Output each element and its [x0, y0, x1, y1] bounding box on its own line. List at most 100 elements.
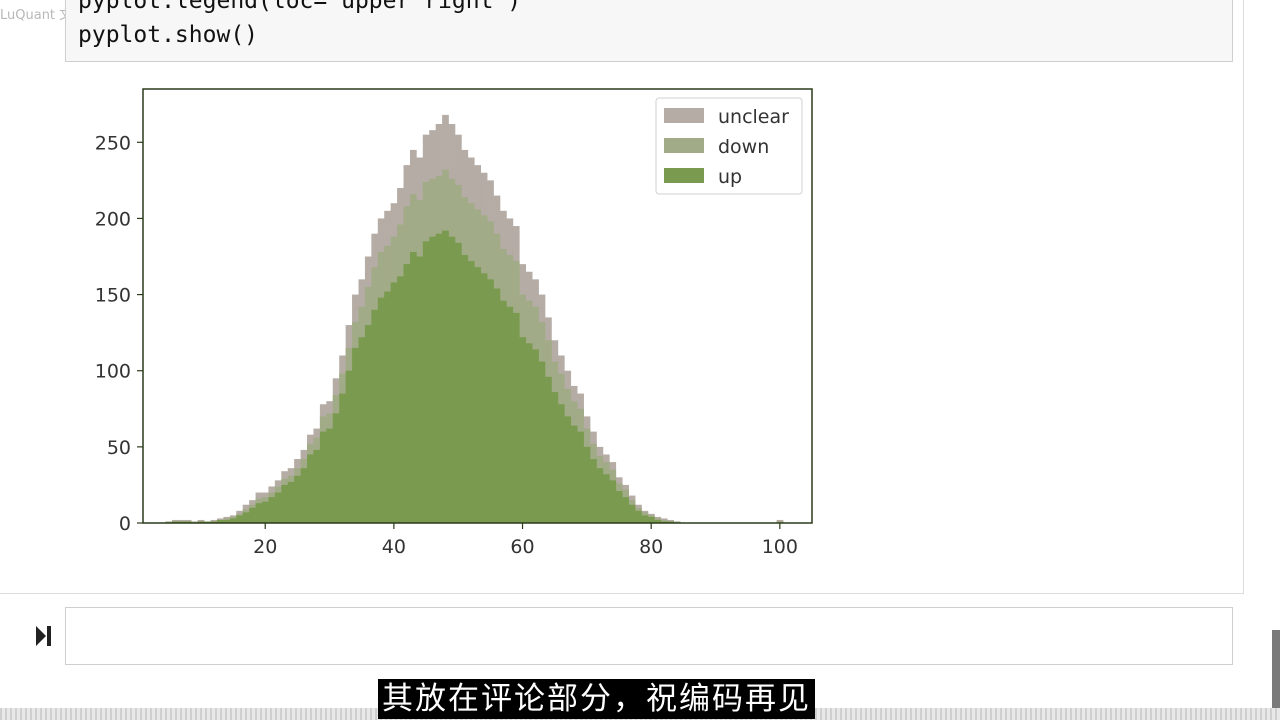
- bar-up: [635, 510, 642, 523]
- bar-up: [487, 279, 494, 523]
- bar-up: [570, 425, 578, 523]
- x-tick-label: 80: [639, 536, 663, 558]
- bar-up: [602, 474, 610, 523]
- plot-frame: [142, 88, 813, 524]
- bar-up: [332, 413, 340, 523]
- bar-up: [660, 521, 668, 523]
- bar-up: [532, 349, 539, 523]
- bar-up: [358, 337, 366, 523]
- bar-up: [506, 306, 514, 523]
- code-line-legend: pyplot.legend(loc='upper right'): [78, 0, 522, 14]
- bar-up: [409, 251, 417, 523]
- legend-label-up: up: [718, 166, 742, 188]
- bar-up: [500, 300, 507, 523]
- bar-up: [429, 236, 436, 523]
- bar-up: [294, 475, 301, 523]
- legend-swatch-down: [664, 138, 704, 153]
- bar-down: [776, 521, 784, 523]
- bar-up: [474, 267, 482, 523]
- bar-unclear: [197, 519, 205, 523]
- bar-up: [345, 370, 353, 523]
- bar-up: [371, 309, 379, 523]
- bar-up: [519, 337, 527, 523]
- bar-down: [673, 521, 681, 523]
- notebook-frame: pyplot.legend(loc='upper right') pyplot.…: [0, 0, 1244, 594]
- empty-code-cell[interactable]: [65, 607, 1233, 665]
- x-tick-label: 100: [762, 536, 798, 558]
- bar-up: [493, 288, 501, 523]
- bar-unclear: [667, 519, 674, 523]
- bar-up: [545, 376, 552, 523]
- bar-up: [454, 242, 462, 524]
- bar-up: [596, 468, 604, 523]
- bar-up: [242, 512, 250, 523]
- subtitle-caption: 其放在评论部分，祝编码再见: [378, 679, 815, 719]
- bar-down: [165, 521, 173, 523]
- bar-up: [300, 468, 308, 523]
- bar-down: [191, 521, 198, 523]
- bar-up: [339, 393, 346, 523]
- bar-up: [435, 233, 443, 524]
- bar-up: [557, 404, 565, 523]
- run-cell-icon[interactable]: [34, 624, 54, 648]
- bar-up: [319, 431, 327, 523]
- bar-up: [667, 521, 674, 523]
- bar-up: [461, 254, 469, 524]
- bar-up: [307, 454, 314, 523]
- bar-up: [274, 492, 282, 523]
- bar-up: [352, 347, 359, 523]
- y-tick-label: 50: [107, 437, 131, 459]
- bar-up: [577, 431, 584, 523]
- bar-up: [525, 343, 533, 523]
- bar-unclear: [178, 519, 186, 523]
- x-tick-label: 20: [253, 536, 277, 558]
- bar-up: [229, 518, 237, 523]
- bar-up: [197, 521, 205, 523]
- bar-up: [281, 484, 289, 523]
- y-tick-label: 150: [95, 285, 131, 307]
- bar-unclear: [210, 519, 218, 523]
- bar-up: [326, 428, 334, 523]
- bar-up: [551, 392, 559, 523]
- bar-up: [590, 459, 597, 523]
- bar-up: [171, 521, 179, 523]
- bar-up: [184, 521, 192, 523]
- bar-up: [287, 481, 295, 523]
- cell-output: 0 50 100 150 200 250 20 40 60 80 100 unclear down up: [0, 70, 1240, 590]
- bar-unclear: [776, 519, 784, 523]
- bar-up: [422, 241, 430, 523]
- bar-up: [467, 261, 475, 523]
- legend-swatch-unclear: [664, 108, 704, 123]
- bar-up: [377, 297, 385, 523]
- bar-up: [583, 446, 591, 523]
- bar-up: [262, 501, 269, 523]
- legend-label-unclear: unclear: [718, 106, 789, 128]
- bar-up: [216, 519, 224, 523]
- bar-up: [609, 480, 617, 523]
- bar-up: [538, 361, 546, 523]
- legend-swatch-up: [664, 168, 704, 183]
- bar-up: [364, 325, 372, 523]
- y-tick-label: 200: [95, 208, 131, 230]
- bar-up: [204, 521, 211, 523]
- bar-up: [255, 503, 263, 523]
- bar-up: [416, 256, 424, 523]
- bar-down: [660, 519, 668, 523]
- bar-up: [397, 276, 404, 523]
- y-tick-label: 100: [95, 361, 131, 383]
- code-line-show: pyplot.show(): [78, 22, 259, 48]
- bar-up: [564, 416, 572, 523]
- bar-up: [654, 519, 662, 523]
- scrollbar[interactable]: [1272, 630, 1280, 710]
- bar-up: [223, 519, 231, 523]
- bar-up: [384, 291, 391, 523]
- bar-unclear: [171, 519, 179, 523]
- bar-up: [647, 516, 655, 523]
- code-cell[interactable]: pyplot.legend(loc='upper right') pyplot.…: [65, 0, 1233, 62]
- y-tick-label: 250: [95, 132, 131, 154]
- bar-up: [480, 273, 488, 523]
- bar-up: [442, 230, 449, 523]
- bar-up: [403, 264, 411, 523]
- x-tick-label: 60: [510, 536, 534, 558]
- bar-up: [512, 312, 520, 523]
